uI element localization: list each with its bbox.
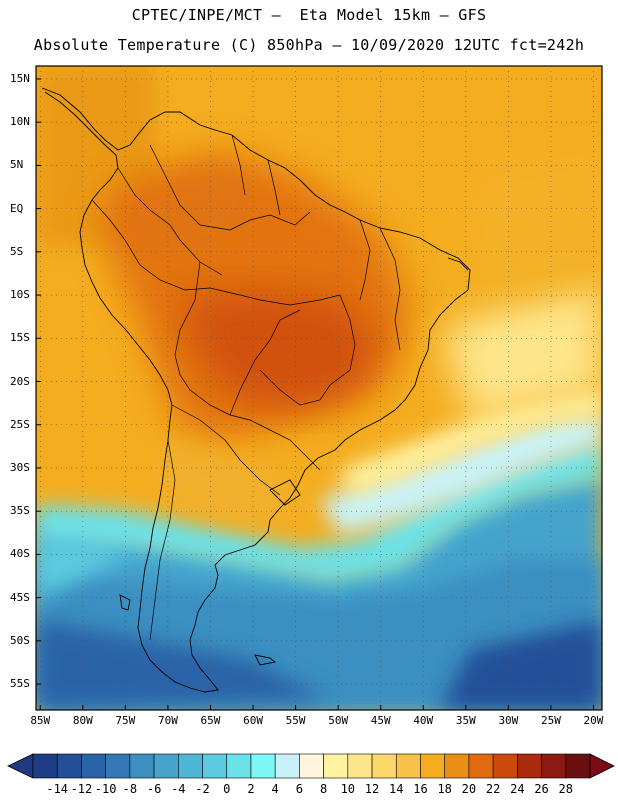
lon-label: 75W	[115, 714, 136, 727]
colorbar-bin	[323, 753, 349, 779]
colorbar-bin	[395, 753, 421, 779]
lon-label: 85W	[30, 714, 51, 727]
lat-label: 35S	[10, 504, 30, 518]
colorbar-label: 28	[558, 782, 573, 796]
colorbar-label: 18	[437, 782, 452, 796]
lat-label: 5S	[10, 244, 24, 258]
colorbar-label: 0	[223, 782, 231, 796]
lat-label: 50S	[10, 633, 30, 647]
colorbar-bin	[178, 753, 203, 779]
coastline	[41, 87, 471, 693]
colorbar-bin	[274, 753, 300, 779]
colorbar-bin	[371, 753, 397, 779]
colorbar-bin	[444, 753, 470, 779]
colorbar-bin	[468, 753, 494, 779]
lon-label: 60W	[243, 714, 263, 727]
lon-label: 65W	[200, 714, 221, 727]
lon-label: 40W	[413, 714, 434, 727]
lat-label: 5N	[10, 158, 24, 172]
map-title-line-1: CPTEC/INPE/MCT – Eta Model 15km – GFS	[131, 6, 487, 24]
colorbar-label: -6	[146, 782, 162, 796]
lon-label: 55W	[285, 714, 306, 727]
colorbar-label: 10	[340, 782, 356, 796]
colorbar-label: 26	[534, 782, 549, 796]
colorbar-label: -10	[94, 782, 117, 796]
colorbar-label: 16	[413, 782, 428, 796]
colorbar-bin	[420, 753, 445, 779]
lat-label: 25S	[10, 417, 30, 431]
lon-label: 30W	[498, 714, 519, 727]
colorbar-over-arrow	[589, 753, 615, 779]
colorbar-label: 8	[319, 782, 328, 796]
lon-label: 70W	[157, 714, 178, 727]
lat-label: 55S	[10, 677, 30, 691]
lon-label: 35W	[455, 714, 476, 727]
colorbar-bin	[81, 753, 106, 779]
colorbar-bin	[226, 753, 252, 779]
colorbar-label: -2	[195, 782, 210, 796]
colorbar-bin	[105, 753, 131, 779]
lat-label: 40S	[10, 547, 30, 561]
lat-label: 20S	[10, 374, 30, 388]
map-frame	[35, 65, 603, 711]
lon-label: 45W	[370, 714, 391, 727]
colorbar-bin	[541, 753, 567, 779]
colorbar-label: 20	[461, 782, 477, 796]
map-title-line-2: Absolute Temperature (C) 850hPa – 10/09/…	[33, 36, 585, 54]
colorbar-label: 6	[295, 782, 303, 796]
axis-ticks	[36, 78, 594, 710]
colorbar-label: -12	[70, 782, 93, 796]
colorbar-label: 2	[247, 782, 255, 796]
lon-label: 80W	[72, 714, 93, 727]
colorbar-label: 12	[364, 782, 380, 796]
colorbar-label: -8	[122, 782, 138, 796]
colorbar-bin	[347, 753, 373, 779]
temperature-field	[36, 66, 602, 710]
lat-label: 15N	[10, 71, 30, 85]
colorbar-bin	[299, 753, 324, 779]
lat-label: 15S	[10, 331, 30, 345]
colorbar-bin	[492, 753, 518, 779]
colorbar	[7, 753, 615, 779]
lon-label: 20W	[583, 714, 604, 727]
colorbar-label: 22	[485, 782, 501, 796]
colorbar-bin	[153, 753, 179, 779]
colorbar-bin	[250, 753, 276, 779]
lat-label: EQ	[10, 201, 24, 215]
colorbar-label: -4	[171, 782, 186, 796]
lat-label: 10N	[10, 115, 30, 129]
lon-label: 50W	[328, 714, 349, 727]
colorbar-label: 14	[389, 782, 404, 796]
colorbar-label: 24	[510, 782, 525, 796]
lat-label: 30S	[10, 460, 30, 474]
lon-label: 25W	[540, 714, 561, 727]
colorbar-bin	[129, 753, 155, 779]
colorbar-label: 4	[271, 782, 279, 796]
colorbar-bin	[202, 753, 228, 779]
lat-label: 45S	[10, 590, 30, 604]
lat-label: 10S	[10, 288, 30, 302]
country-borders	[91, 134, 401, 641]
colorbar-bin	[517, 753, 542, 779]
colorbar-bin	[56, 753, 82, 779]
colorbar-bin	[565, 753, 591, 779]
colorbar-under-arrow	[7, 753, 34, 779]
colorbar-bin	[32, 753, 58, 779]
colorbar-label: -14	[46, 782, 69, 796]
